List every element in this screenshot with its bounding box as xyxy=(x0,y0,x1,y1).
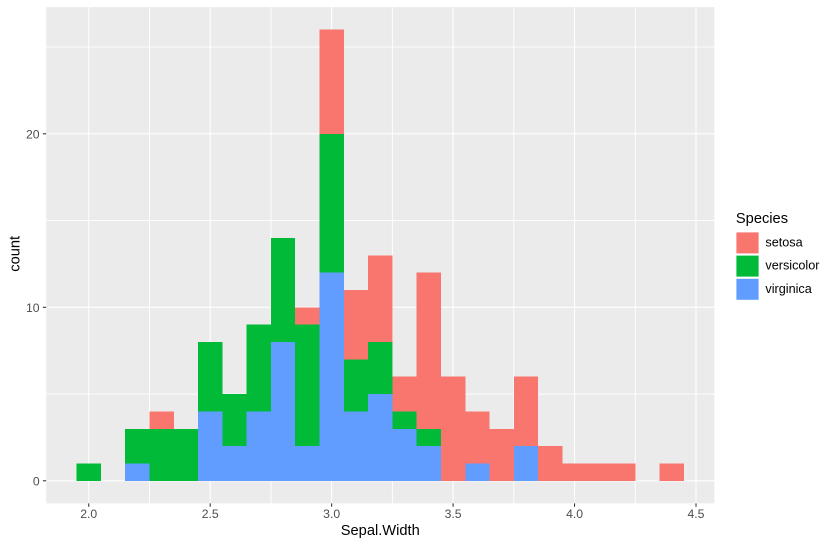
svg-text:10: 10 xyxy=(26,301,40,315)
svg-text:setosa: setosa xyxy=(765,236,803,250)
svg-text:20: 20 xyxy=(26,127,40,141)
svg-text:Species: Species xyxy=(736,211,788,227)
svg-text:2.0: 2.0 xyxy=(80,507,97,521)
svg-text:4.0: 4.0 xyxy=(566,507,583,521)
svg-text:4.5: 4.5 xyxy=(688,507,705,521)
svg-text:versicolor: versicolor xyxy=(765,259,819,273)
svg-text:count: count xyxy=(8,236,24,272)
svg-text:virginica: virginica xyxy=(765,282,812,296)
svg-text:3.0: 3.0 xyxy=(323,507,340,521)
svg-text:Sepal.Width: Sepal.Width xyxy=(341,523,420,539)
svg-text:0: 0 xyxy=(33,474,40,488)
svg-text:3.5: 3.5 xyxy=(445,507,462,521)
svg-text:2.5: 2.5 xyxy=(202,507,219,521)
